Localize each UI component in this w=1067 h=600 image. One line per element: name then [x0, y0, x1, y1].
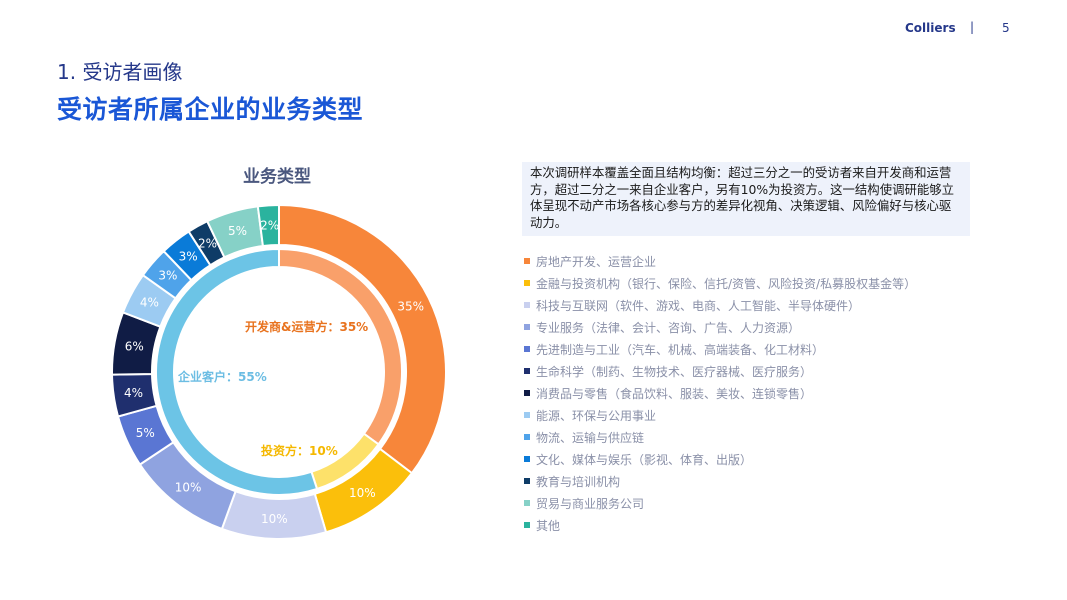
- inner-ring: [155, 247, 403, 496]
- legend-swatch: [524, 500, 530, 506]
- header-separator: |: [970, 20, 975, 34]
- segment-label: 3%: [179, 249, 198, 263]
- legend-label: 科技与互联网（软件、游戏、电商、人工智能、半导体硬件）: [536, 298, 861, 313]
- legend-label: 专业服务（法律、会计、咨询、广告、人力资源）: [536, 320, 801, 335]
- center-label-corporate: 企业客户：55%: [178, 370, 267, 384]
- brand-logo: Colliers: [905, 21, 956, 35]
- legend-label: 其他: [536, 518, 561, 533]
- segment-label: 10%: [261, 512, 288, 526]
- section-title: 1. 受访者画像: [57, 60, 183, 84]
- legend-swatch: [524, 302, 530, 308]
- legend-item: 金融与投资机构（银行、保险、信托/资管、风险投资/私募股权基金等）: [524, 272, 916, 294]
- segment-label: 35%: [397, 300, 424, 314]
- legend-item: 房地产开发、运营企业: [524, 250, 916, 272]
- legend-label: 先进制造与工业（汽车、机械、高端装备、化工材料）: [536, 342, 825, 357]
- segment-label: 2%: [260, 218, 279, 232]
- summary-note: 本次调研样本覆盖全面且结构均衡：超过三分之一的受访者来自开发商和运营方，超过二分…: [522, 162, 970, 236]
- segment-label: 3%: [158, 269, 177, 283]
- legend-label: 教育与培训机构: [536, 474, 621, 489]
- inner-ring-segment: [155, 247, 319, 496]
- legend-label: 生命科学（制药、生物技术、医疗器械、医疗服务）: [536, 364, 813, 379]
- legend-swatch: [524, 478, 530, 484]
- legend-item: 生命科学（制药、生物技术、医疗器械、医疗服务）: [524, 360, 916, 382]
- outer-ring-segment: [256, 203, 280, 248]
- legend-swatch: [524, 522, 530, 528]
- legend-swatch: [524, 456, 530, 462]
- legend-swatch: [524, 346, 530, 352]
- chart-title: 业务类型: [243, 167, 311, 187]
- legend-swatch: [524, 324, 530, 330]
- legend-swatch: [524, 434, 530, 440]
- segment-label: 10%: [349, 486, 376, 500]
- legend-label: 物流、运输与供应链: [536, 430, 645, 445]
- legend-label: 文化、媒体与娱乐（影视、体育、出版）: [536, 452, 753, 467]
- legend-swatch: [524, 368, 530, 374]
- page-number: 5: [1002, 21, 1010, 35]
- segment-label: 2%: [198, 237, 217, 251]
- page-title: 受访者所属企业的业务类型: [57, 95, 364, 124]
- legend-item: 物流、运输与供应链: [524, 426, 916, 448]
- legend-label: 金融与投资机构（银行、保险、信托/资管、风险投资/私募股权基金等）: [536, 276, 917, 291]
- legend-swatch: [524, 280, 530, 286]
- segment-label: 6%: [125, 339, 144, 353]
- center-label-developer: 开发商&运营方：35%: [245, 320, 369, 334]
- legend-label: 房地产开发、运营企业: [536, 254, 657, 269]
- outer-ring: [111, 203, 447, 540]
- legend-item: 贸易与商业服务公司: [524, 492, 916, 514]
- legend-swatch: [524, 258, 530, 264]
- outer-ring-segment: [278, 203, 447, 475]
- legend-item: 专业服务（法律、会计、咨询、广告、人力资源）: [524, 316, 916, 338]
- chart-legend: 房地产开发、运营企业 金融与投资机构（银行、保险、信托/资管、风险投资/私募股权…: [524, 250, 916, 536]
- legend-item: 教育与培训机构: [524, 470, 916, 492]
- legend-item: 科技与互联网（软件、游戏、电商、人工智能、半导体硬件）: [524, 294, 916, 316]
- segment-label: 5%: [136, 426, 155, 440]
- legend-item: 其他: [524, 514, 916, 536]
- legend-swatch: [524, 412, 530, 418]
- outer-ring-labels: 35%10%10%10%5%4%6%4%3%3%2%5% 2%: [124, 218, 424, 526]
- legend-label: 贸易与商业服务公司: [536, 496, 645, 511]
- legend-item: 消费品与零售（食品饮料、服装、美妆、连锁零售）: [524, 382, 916, 404]
- segment-label: 5%: [228, 224, 247, 238]
- legend-swatch: [524, 390, 530, 396]
- legend-label: 消费品与零售（食品饮料、服装、美妆、连锁零售）: [536, 386, 813, 401]
- legend-item: 文化、媒体与娱乐（影视、体育、出版）: [524, 448, 916, 470]
- segment-label: 4%: [140, 296, 159, 310]
- segment-label: 4%: [124, 386, 143, 400]
- center-label-investor: 投资方：10%: [261, 444, 338, 458]
- legend-item: 能源、环保与公用事业: [524, 404, 916, 426]
- legend-item: 先进制造与工业（汽车、机械、高端装备、化工材料）: [524, 338, 916, 360]
- segment-label: 10%: [175, 481, 202, 495]
- legend-label: 能源、环保与公用事业: [536, 408, 657, 423]
